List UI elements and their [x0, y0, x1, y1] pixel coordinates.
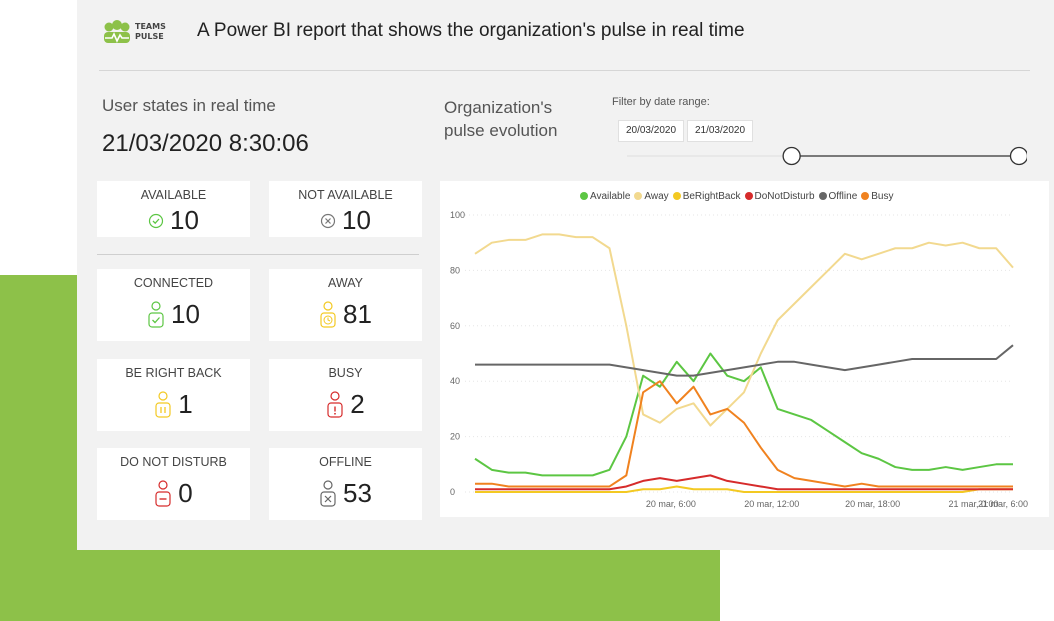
- slider-start-handle[interactable]: [782, 146, 801, 166]
- date-filter-label: Filter by date range:: [612, 96, 710, 108]
- y-tick-label: 100: [450, 210, 465, 220]
- do-not-disturb-card[interactable]: DO NOT DISTURB 0: [97, 448, 250, 520]
- series-line-away: [474, 233, 1014, 427]
- teams-pulse-logo: TEAMS PULSE: [102, 20, 174, 44]
- report-panel: TEAMS PULSE A Power BI report that shows…: [77, 0, 1054, 550]
- user-offline-icon: [320, 479, 336, 507]
- do-not-disturb-value: 0: [178, 478, 193, 508]
- y-tick-label: 80: [450, 265, 460, 275]
- logo-text-line2: PULSE: [135, 32, 164, 41]
- legend-label: Available: [590, 191, 631, 202]
- available-value: 10: [170, 205, 199, 235]
- date-from-input[interactable]: 20/03/2020: [618, 120, 684, 142]
- teams-pulse-logo-icon: [104, 20, 130, 43]
- legend-dot-icon: [744, 192, 753, 200]
- user-connected-icon: [148, 300, 164, 328]
- y-tick-label: 0: [450, 487, 455, 497]
- legend-dot-icon: [861, 192, 870, 200]
- not-available-value: 10: [342, 205, 371, 235]
- legend-dot-icon: [818, 192, 827, 200]
- legend-dot-icon: [672, 192, 681, 200]
- check-circle-icon: [148, 213, 164, 228]
- user-do-not-disturb-icon: [155, 479, 171, 507]
- date-range-slider[interactable]: [627, 145, 1027, 167]
- away-value: 81: [343, 299, 372, 329]
- y-tick-label: 60: [450, 321, 460, 331]
- series-line-donotdisturb: [475, 474, 1013, 491]
- legend-dot-icon: [634, 192, 643, 200]
- legend-label: DoNotDisturb: [754, 191, 815, 202]
- cards-divider: [97, 254, 419, 255]
- user-busy-icon: [327, 390, 343, 418]
- logo-text-line1: TEAMS: [135, 22, 166, 31]
- offline-value: 53: [343, 478, 372, 508]
- header-divider: [99, 70, 1030, 71]
- pulse-line-chart: Available Away BeRightBack DoNotDisturb Offl…: [440, 181, 1049, 517]
- series-line-offline: [475, 344, 1014, 377]
- chart-svg: 0 20 40 60 80 100 20 mar, 6:00 20 mar, 12:00 20 …: [450, 210, 1028, 509]
- legend-item-available[interactable]: Available: [580, 191, 630, 202]
- available-label: AVAILABLE: [140, 188, 207, 202]
- date-to-input[interactable]: 21/03/2020: [687, 120, 753, 142]
- x-tick-label: 20 mar, 6:00: [646, 499, 696, 509]
- y-tick-label: 20: [450, 432, 460, 442]
- away-card[interactable]: AWAY 81: [269, 269, 422, 341]
- be-right-back-label: BE RIGHT BACK: [125, 366, 222, 380]
- series-line-berightback: [475, 485, 1013, 493]
- be-right-back-card[interactable]: BE RIGHT BACK 1: [97, 359, 250, 431]
- busy-label: BUSY: [328, 366, 363, 380]
- x-circle-icon: [320, 213, 336, 228]
- do-not-disturb-label: DO NOT DISTURB: [120, 455, 227, 469]
- chart-legend: Available Away BeRightBack DoNotDisturb Offl…: [580, 191, 894, 202]
- x-tick-label: 20 mar, 12:00: [744, 499, 799, 509]
- away-label: AWAY: [328, 276, 363, 290]
- legend-dot-icon: [580, 192, 588, 200]
- user-away-icon: [320, 300, 336, 328]
- connected-label: CONNECTED: [133, 276, 214, 290]
- legend-label: BeRightBack: [682, 191, 741, 202]
- be-right-back-value: 1: [178, 389, 193, 419]
- offline-card[interactable]: OFFLINE 53: [269, 448, 422, 520]
- not-available-card[interactable]: NOT AVAILABLE 10: [269, 181, 422, 237]
- legend-item-away[interactable]: Away: [634, 191, 669, 202]
- slider-end-handle[interactable]: [1009, 146, 1028, 166]
- user-states-title: User states in real time: [102, 96, 276, 115]
- x-tick-label: 20 mar, 18:00: [845, 499, 900, 509]
- connected-card[interactable]: CONNECTED 10: [97, 269, 250, 341]
- busy-card[interactable]: BUSY 2: [269, 359, 422, 431]
- legend-item-offline[interactable]: Offline: [818, 191, 858, 202]
- series-line-available: [474, 352, 1013, 477]
- not-available-label: NOT AVAILABLE: [298, 188, 393, 202]
- x-tick-label: 21 mar, 6:00: [978, 499, 1028, 509]
- x-tick-label: 21 mar, 0:00: [948, 499, 998, 509]
- connected-value: 10: [171, 299, 200, 329]
- available-card[interactable]: AVAILABLE 10: [97, 181, 250, 237]
- offline-label: OFFLINE: [319, 455, 372, 469]
- legend-item-donotdisturb[interactable]: DoNotDisturb: [744, 191, 815, 202]
- current-datetime: 21/03/2020 8:30:06: [102, 130, 309, 157]
- legend-item-busy[interactable]: Busy: [861, 191, 894, 202]
- pulse-evolution-title: Organization's pulse evolution: [444, 98, 558, 140]
- user-be-right-back-icon: [155, 390, 171, 418]
- legend-label: Offline: [828, 191, 858, 202]
- busy-value: 2: [350, 389, 365, 419]
- series-line-busy: [475, 380, 1013, 488]
- legend-label: Busy: [871, 191, 894, 202]
- legend-item-berightback[interactable]: BeRightBack: [672, 191, 741, 202]
- legend-label: Away: [644, 191, 669, 202]
- y-tick-label: 40: [450, 376, 460, 386]
- report-title: A Power BI report that shows the organiz…: [197, 20, 745, 41]
- logo-text: TEAMS PULSE: [135, 22, 166, 42]
